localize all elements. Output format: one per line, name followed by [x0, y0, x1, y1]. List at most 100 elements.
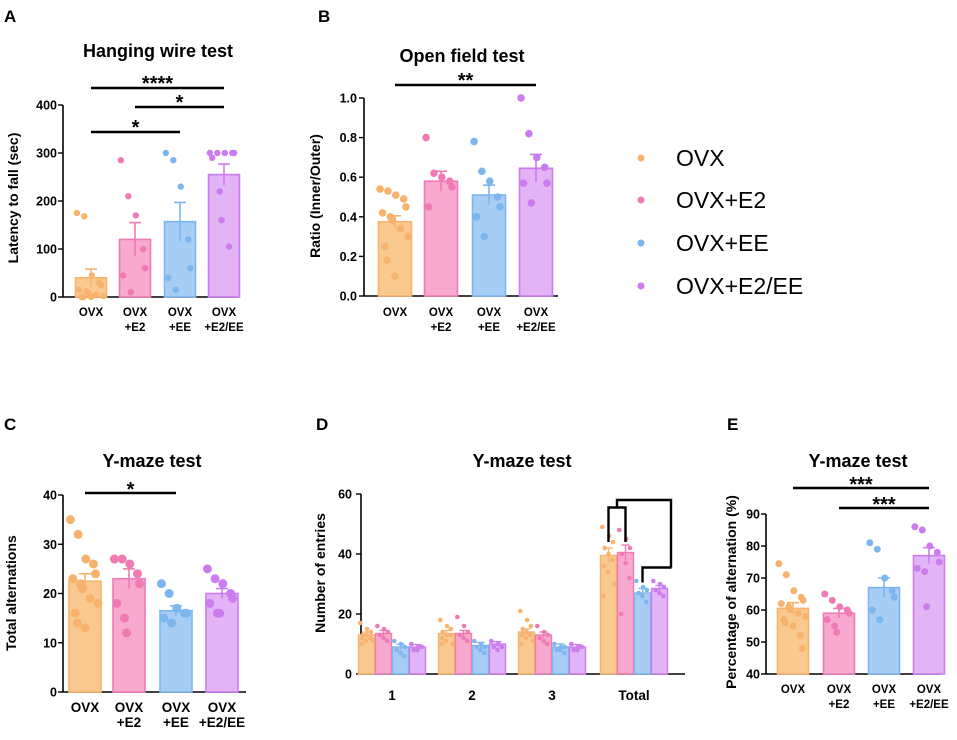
y-tick-label: 30	[43, 538, 57, 552]
data-point-ovx-e2	[424, 203, 433, 211]
data-point-ovx-e2-ee	[228, 593, 238, 603]
y-tick-label: 0	[345, 668, 352, 682]
data-point-ovx-e2-ee	[571, 647, 576, 653]
y-tick-label: 400	[36, 99, 57, 113]
data-point-ovx-e2	[461, 623, 467, 629]
data-point-ovx-ee	[392, 638, 397, 644]
data-point-ovx-e2	[125, 193, 132, 200]
data-point-ovx-e2-ee	[527, 199, 536, 207]
x-tick-label: 3	[548, 688, 556, 703]
ylabel-d: Number of entries	[312, 513, 328, 633]
data-point-ovx-e2	[619, 551, 624, 557]
x-tick-label: +E2/EE	[204, 322, 244, 334]
data-point-ovx-e2	[828, 596, 836, 604]
y-tick-label: 50	[746, 636, 760, 650]
data-point-ovx-e2	[618, 611, 624, 617]
data-point-ovx-ee	[562, 644, 568, 650]
significance-stars: *	[132, 117, 140, 139]
title-d: Y-maze test	[472, 451, 571, 471]
data-point-ovx-ee	[480, 232, 489, 241]
data-point-ovx-ee	[478, 641, 484, 647]
bar-ovx-ee	[867, 586, 901, 675]
data-point-ovx	[88, 272, 96, 279]
panel-letter-e: E	[727, 415, 738, 434]
bar-ovx-e2	[423, 180, 459, 297]
data-point-ovx-e2-ee	[218, 579, 228, 589]
data-point-ovx-e2-ee	[218, 217, 225, 224]
data-point-ovx-e2	[132, 569, 142, 579]
data-point-ovx	[519, 641, 524, 647]
data-point-ovx-e2-ee	[661, 593, 666, 599]
significance-stars: ****	[142, 73, 173, 95]
title-a: Hanging wire test	[83, 41, 233, 61]
x-tick-label: OVX	[827, 684, 852, 696]
data-point-ovx	[72, 618, 82, 628]
significance-stars: **	[458, 70, 474, 92]
data-point-ovx	[528, 632, 533, 638]
data-point-ovx-e2-ee	[210, 574, 220, 584]
data-point-ovx-ee	[402, 644, 408, 650]
data-point-ovx-ee	[634, 578, 639, 584]
y-tick-label: 60	[338, 488, 352, 502]
data-point-ovx	[802, 612, 810, 620]
data-point-ovx-e2	[831, 622, 839, 630]
x-tick-label: +EE	[478, 322, 500, 334]
panel-letter-a: A	[4, 7, 16, 26]
data-point-ovx-e2-ee	[415, 647, 420, 653]
bar-ovx-e2-ee	[912, 554, 946, 675]
bar-ovx-ee-total	[633, 592, 652, 675]
legend-dot-ovx-e2	[637, 196, 645, 204]
data-point-ovx-ee	[644, 587, 650, 593]
data-point-ovx	[359, 635, 365, 641]
data-point-ovx-e2	[385, 629, 391, 635]
x-tick-label: OVX	[115, 700, 144, 715]
legend-dot-ovx-e2-ee	[637, 282, 645, 290]
data-point-ovx	[87, 293, 95, 301]
data-point-ovx-ee	[159, 613, 169, 623]
data-point-ovx	[438, 617, 443, 623]
data-point-ovx	[92, 291, 100, 298]
data-point-ovx-e2	[541, 629, 547, 635]
x-tick-label: OVX	[917, 684, 942, 696]
data-point-ovx-e2-ee	[661, 584, 667, 590]
data-point-ovx-ee	[554, 647, 559, 653]
data-point-ovx	[399, 195, 408, 203]
x-tick-label: OVX	[429, 307, 454, 319]
significance-bracket-connector	[615, 498, 673, 568]
data-point-ovx	[799, 596, 807, 604]
data-point-ovx	[370, 638, 376, 644]
data-point-ovx-e2	[135, 579, 145, 589]
data-point-ovx-e2-ee	[409, 641, 414, 647]
data-point-ovx-e2	[465, 629, 471, 635]
title-c: Y-maze test	[102, 451, 201, 471]
data-point-ovx-e2-ee	[214, 149, 221, 157]
data-point-ovx-ee	[162, 149, 170, 157]
data-point-ovx-ee	[636, 590, 641, 596]
data-point-ovx	[610, 539, 616, 545]
x-tick-label: OVX	[872, 684, 897, 696]
data-point-ovx-e2-ee	[933, 548, 941, 556]
panel-letter-b: B	[318, 7, 330, 26]
data-point-ovx	[782, 571, 790, 579]
data-point-ovx-ee	[177, 183, 184, 190]
data-point-ovx-e2	[627, 545, 633, 551]
data-point-ovx	[530, 638, 535, 644]
data-point-ovx	[81, 554, 91, 564]
data-point-ovx	[80, 623, 90, 633]
data-point-ovx	[444, 623, 450, 629]
data-point-ovx-e2-ee	[206, 149, 214, 157]
data-point-ovx-e2	[381, 626, 387, 632]
data-point-ovx-ee	[402, 653, 407, 659]
data-point-ovx	[444, 632, 449, 638]
x-tick-label: OVX	[212, 307, 237, 319]
data-point-ovx-e2	[445, 177, 454, 185]
data-point-ovx	[600, 524, 605, 530]
y-tick-label: 80	[746, 540, 760, 554]
data-point-ovx-e2	[109, 554, 119, 564]
data-point-ovx-ee	[394, 647, 400, 653]
data-point-ovx	[364, 632, 369, 638]
data-point-ovx-e2	[455, 614, 460, 620]
data-point-ovx-ee	[165, 274, 172, 281]
data-point-ovx-e2-ee	[921, 568, 929, 576]
data-point-ovx-e2	[438, 173, 446, 181]
